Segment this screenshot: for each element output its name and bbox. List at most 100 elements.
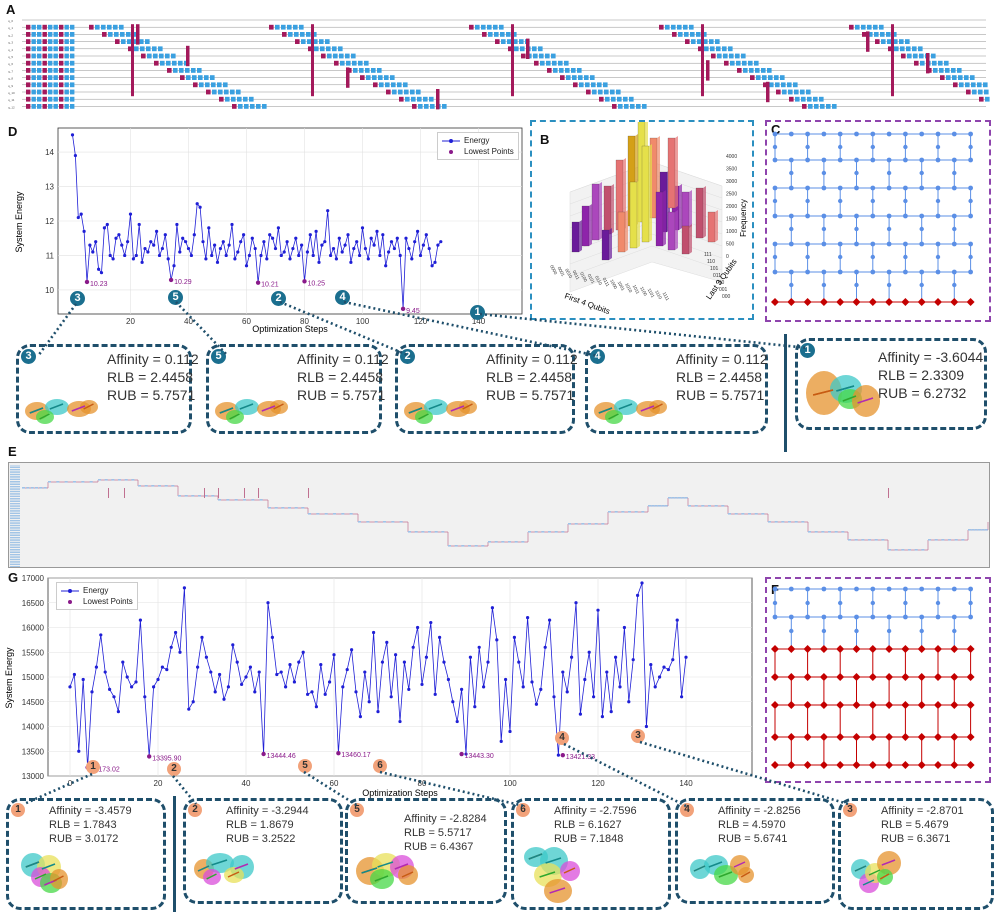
gate xyxy=(412,104,417,109)
gate xyxy=(230,89,235,95)
gate xyxy=(611,96,616,102)
energy-point xyxy=(165,667,169,672)
gate xyxy=(506,32,511,37)
gate xyxy=(616,89,621,95)
energy-point xyxy=(94,665,98,669)
lattice-node-red xyxy=(950,298,959,306)
gate xyxy=(31,60,36,66)
gate xyxy=(404,89,409,95)
gate xyxy=(59,68,64,73)
gate xyxy=(977,82,982,88)
energy-point xyxy=(675,618,679,622)
energy-point xyxy=(389,240,394,244)
trace-gate xyxy=(648,505,651,507)
panel-d-card-affinity: Affinity = 0.112 xyxy=(297,351,389,367)
lowest-point xyxy=(560,752,565,758)
lattice-node xyxy=(903,157,908,163)
lattice-node xyxy=(919,226,924,232)
qubit-label: q_8 xyxy=(8,77,13,81)
lattice-node xyxy=(821,185,827,191)
panel-g-card-affinity: Affinity = -2.8284 xyxy=(404,813,487,825)
energy-point xyxy=(134,680,138,684)
lattice-node xyxy=(886,269,892,275)
trace-gate xyxy=(868,539,871,541)
lattice-node-red xyxy=(885,701,894,709)
gate xyxy=(789,96,794,102)
lattice-node xyxy=(854,614,859,620)
gate xyxy=(59,39,64,44)
lattice-node-red xyxy=(901,761,910,769)
gate xyxy=(507,39,512,44)
x-tick-label: 0 xyxy=(68,779,73,788)
lattice-node xyxy=(903,600,908,606)
gate xyxy=(59,24,64,30)
lattice-node xyxy=(789,226,794,232)
lattice-node xyxy=(772,157,778,163)
z-tick-label: 2500 xyxy=(726,192,737,198)
gate xyxy=(42,46,47,52)
gate xyxy=(545,53,550,59)
lattice-node xyxy=(805,241,810,247)
gate xyxy=(604,89,609,95)
gate xyxy=(64,60,69,66)
energy-point xyxy=(163,233,167,237)
histogram-bar-side xyxy=(625,210,628,252)
gate xyxy=(585,82,590,88)
x-tick-label: 100 xyxy=(503,779,517,788)
lattice-node xyxy=(821,226,827,232)
lattice-node xyxy=(837,157,843,163)
trace-gate xyxy=(581,523,585,525)
y-tick-label: 101 xyxy=(710,266,719,272)
gate xyxy=(70,46,75,52)
lattice-node xyxy=(854,586,859,592)
molecule-bond xyxy=(206,873,217,880)
gate xyxy=(500,32,505,37)
energy-point xyxy=(653,685,657,689)
molecule-bond xyxy=(740,871,751,878)
lattice-node xyxy=(772,131,778,137)
panel-g-card-rlb: RLB = 1.8679 xyxy=(226,819,294,832)
energy-point xyxy=(328,680,332,684)
trace-gate xyxy=(251,499,255,501)
energy-point xyxy=(451,700,455,704)
trace-gate xyxy=(56,481,60,483)
lattice-node xyxy=(903,131,908,137)
trace-gate xyxy=(294,507,298,509)
trace-gate xyxy=(828,531,831,533)
gate xyxy=(756,75,761,80)
gate xyxy=(37,68,42,73)
lowest-point xyxy=(168,277,174,283)
molecule-bond xyxy=(545,857,562,864)
gate xyxy=(984,89,989,95)
trace-bar xyxy=(124,488,125,498)
gate xyxy=(775,82,780,88)
lattice-node xyxy=(903,144,908,150)
trace-gate xyxy=(974,529,978,531)
energy-point xyxy=(114,236,118,240)
energy-point xyxy=(561,670,565,674)
lattice-node-red xyxy=(868,761,877,769)
two-qubit-gate xyxy=(186,45,190,67)
lattice-node xyxy=(903,213,908,219)
y-tick-label: 11 xyxy=(46,251,55,260)
gate xyxy=(546,60,551,66)
lowest-point-label: 10.25 xyxy=(308,280,326,287)
lattice-node xyxy=(870,600,875,606)
lattice-node xyxy=(805,269,810,275)
gate xyxy=(403,82,408,88)
energy-point xyxy=(137,222,141,227)
trace-gate xyxy=(881,539,885,541)
gate xyxy=(696,32,701,37)
gate xyxy=(42,39,47,44)
multi-qubit-gate xyxy=(311,24,314,97)
molecule-image xyxy=(215,399,288,424)
gate xyxy=(782,89,787,95)
energy-point xyxy=(213,243,217,247)
x-tick-label: 0001 xyxy=(557,266,566,278)
gate xyxy=(379,82,384,88)
gate xyxy=(763,82,768,88)
lattice-node-red xyxy=(934,673,942,681)
lattice-node xyxy=(935,269,941,275)
molecule-bond xyxy=(49,403,64,410)
panel-g-card-rub: RUB = 6.4367 xyxy=(404,841,474,854)
